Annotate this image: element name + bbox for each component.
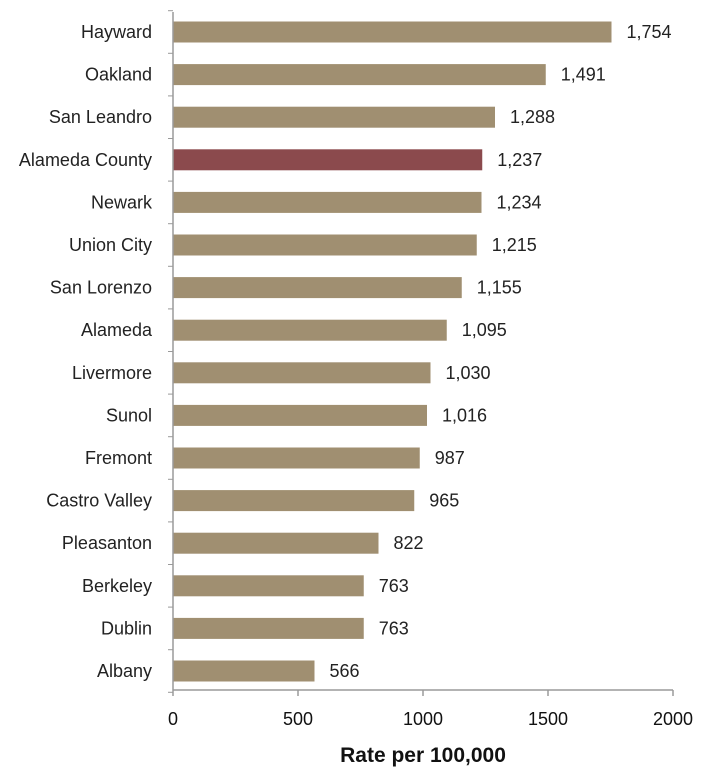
value-label: 1,234: [497, 192, 542, 212]
value-label: 965: [429, 491, 459, 511]
value-label: 1,491: [561, 65, 606, 85]
category-label: Sunol: [106, 405, 152, 425]
bar-alameda: [173, 319, 447, 341]
bar-newark: [173, 191, 482, 213]
value-label: 1,155: [477, 278, 522, 298]
bar-castro-valley: [173, 490, 415, 512]
category-label: Alameda County: [19, 150, 152, 170]
value-label: 763: [379, 618, 409, 638]
category-label: San Leandro: [49, 107, 152, 127]
bar-dublin: [173, 617, 364, 639]
category-label: Dublin: [101, 618, 152, 638]
bar-berkeley: [173, 575, 364, 597]
category-label: Livermore: [72, 363, 152, 383]
bar-san-lorenzo: [173, 277, 462, 299]
value-label: 1,288: [510, 107, 555, 127]
category-label: Berkeley: [82, 576, 152, 596]
category-label: Oakland: [85, 65, 152, 85]
bar-pleasanton: [173, 532, 379, 554]
bar-hayward: [173, 21, 612, 43]
value-label: 987: [435, 448, 465, 468]
bar-fremont: [173, 447, 420, 469]
category-label: Castro Valley: [46, 491, 152, 511]
x-tick-label: 2000: [653, 709, 693, 729]
category-label: Hayward: [81, 22, 152, 42]
category-labels-group: Hayward Oakland San Leandro Alameda County N…: [19, 22, 153, 681]
value-label: 1,030: [446, 363, 491, 383]
bars-group: [168, 10, 612, 693]
x-tick-label: 500: [283, 709, 313, 729]
category-label: Fremont: [85, 448, 152, 468]
value-label: 1,237: [497, 150, 542, 170]
value-label: 1,095: [462, 320, 507, 340]
bar-livermore: [173, 362, 431, 384]
x-tick-label: 0: [168, 709, 178, 729]
bar-oakland: [173, 64, 546, 86]
value-labels-group: 1,754 1,491 1,288 1,237 1,234 1,215 1,155 1,095…: [330, 22, 672, 681]
category-label: Albany: [97, 661, 152, 681]
x-tick-label: 1000: [403, 709, 443, 729]
category-label: San Lorenzo: [50, 278, 152, 298]
category-label: Newark: [91, 192, 153, 212]
value-label: 1,016: [442, 405, 487, 425]
value-label: 566: [330, 661, 360, 681]
bar-alameda-county: [173, 149, 483, 171]
value-label: 822: [394, 533, 424, 553]
bar-union-city: [173, 234, 477, 256]
bar-albany: [173, 660, 315, 682]
category-label: Alameda: [81, 320, 153, 340]
value-label: 1,754: [627, 22, 672, 42]
x-axis-title: Rate per 100,000: [340, 744, 506, 767]
value-label: 763: [379, 576, 409, 596]
category-label: Union City: [69, 235, 152, 255]
bar-sunol: [173, 404, 427, 426]
value-label: 1,215: [492, 235, 537, 255]
bar-san-leandro: [173, 106, 495, 128]
x-tick-label: 1500: [528, 709, 568, 729]
x-ticks-group: 0 500 1000 1500 2000: [168, 690, 693, 729]
category-label: Pleasanton: [62, 533, 152, 553]
